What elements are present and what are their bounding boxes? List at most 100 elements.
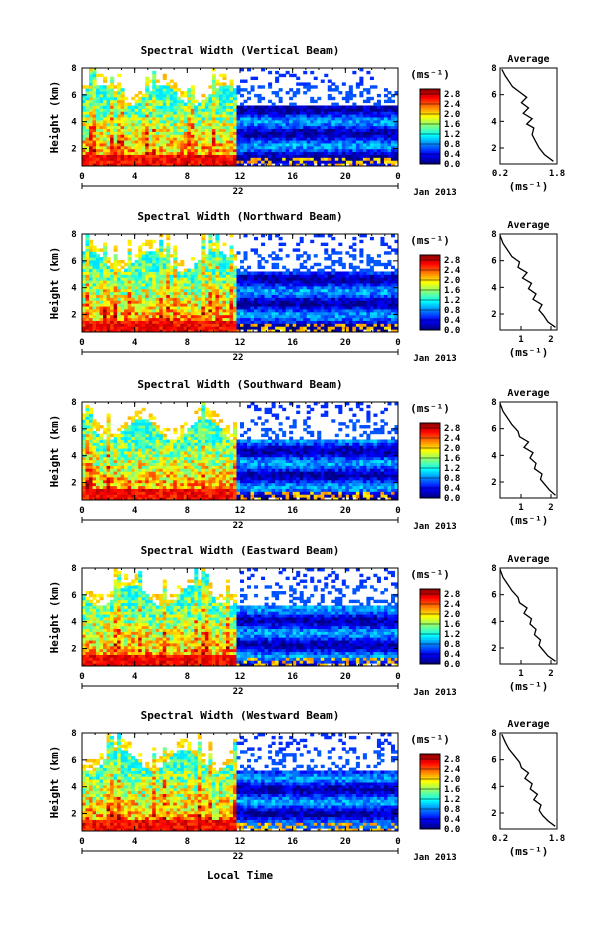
heatmap-cell — [96, 329, 101, 333]
heatmap-cell — [334, 329, 339, 333]
heatmap-cell — [366, 283, 371, 287]
heatmap-cell — [211, 140, 216, 144]
heatmap-cell — [141, 151, 146, 155]
heatmap-cell — [110, 300, 115, 304]
heatmap-cell — [278, 88, 283, 92]
heatmap-cell — [131, 265, 136, 270]
heatmap-cell — [106, 148, 111, 153]
heatmap-cell — [225, 119, 230, 124]
heatmap-cell — [145, 88, 150, 92]
heatmap-cell — [155, 254, 160, 258]
heatmap-cell — [215, 308, 220, 313]
heatmap-cell — [310, 105, 315, 109]
heatmap-cell — [390, 117, 395, 121]
heatmap-cell — [197, 329, 202, 333]
heatmap-cell — [240, 134, 245, 138]
heatmap-cell — [334, 122, 339, 127]
heatmap-cell — [243, 306, 248, 310]
heatmap-cell — [320, 308, 325, 313]
heatmap-cell — [320, 140, 325, 144]
heatmap-cell — [278, 96, 283, 101]
heatmap-cell — [141, 317, 146, 321]
heatmap-cell — [306, 137, 311, 141]
heatmap-cell — [106, 125, 111, 130]
heatmap-cell — [85, 245, 90, 249]
heatmap-cell — [240, 160, 245, 164]
heatmap-cell — [247, 163, 252, 167]
heatmap-cell — [376, 306, 381, 310]
heatmap-cell — [299, 323, 304, 327]
heatmap-cell — [162, 248, 167, 252]
heatmap-cell — [138, 259, 143, 264]
heatmap-cell — [240, 326, 245, 330]
heatmap-cell — [124, 157, 129, 161]
heatmap-cell — [183, 317, 188, 321]
heatmap-cell — [264, 277, 269, 281]
heatmap-cell — [197, 122, 202, 127]
heatmap-cell — [313, 99, 318, 104]
heatmap-cell — [236, 142, 241, 147]
heatmap-cell — [113, 297, 118, 301]
heatmap-cell — [124, 108, 129, 112]
heatmap-cell — [204, 280, 209, 284]
heatmap-cell — [348, 142, 353, 147]
heatmap-cell — [254, 154, 259, 158]
heatmap-cell — [313, 283, 318, 287]
heatmap-cell — [232, 145, 237, 150]
heatmap-cell — [85, 131, 90, 135]
heatmap-cell — [134, 128, 139, 132]
heatmap-cell — [232, 323, 237, 327]
heatmap-cell — [359, 160, 364, 164]
heatmap-cell — [82, 277, 87, 281]
heatmap-cell — [331, 326, 336, 330]
heatmap-cell — [124, 297, 129, 301]
heatmap-cell — [85, 314, 90, 319]
heatmap-cell — [278, 142, 283, 147]
heatmap-cell — [383, 151, 388, 155]
heatmap-cell — [148, 131, 153, 135]
heatmap-cell — [110, 134, 115, 138]
heatmap-cell — [324, 157, 329, 161]
heatmap-cell — [92, 122, 97, 127]
heatmap-cell — [345, 288, 350, 293]
heatmap-cell — [289, 323, 294, 327]
heatmap-cell — [106, 314, 111, 319]
heatmap-cell — [166, 248, 171, 252]
heatmap-cell — [387, 142, 392, 147]
heatmap-cell — [268, 122, 273, 127]
heatmap-cell — [225, 329, 230, 333]
heatmap-cell — [268, 271, 273, 275]
heatmap-cell — [261, 105, 266, 109]
heatmap-cell — [96, 262, 101, 267]
heatmap-cell — [106, 291, 111, 296]
heatmap-cell — [152, 117, 157, 121]
heatmap-cell — [296, 114, 301, 118]
heatmap-cell — [180, 114, 185, 118]
heatmap-cell — [134, 262, 139, 267]
heatmap-cell — [113, 320, 118, 324]
heatmap-cell — [240, 271, 245, 275]
heatmap-cell — [162, 262, 167, 267]
heatmap-cell — [236, 277, 241, 281]
heatmap-cell — [92, 151, 97, 155]
heatmap-cell — [310, 271, 315, 275]
heatmap-cell — [331, 297, 336, 301]
heatmap-cell — [113, 119, 118, 124]
heatmap-cell — [89, 96, 94, 101]
heatmap-cell — [275, 291, 280, 296]
heatmap-cell — [197, 145, 202, 150]
heatmap-cell — [201, 236, 206, 241]
y-tick-label: 2 — [71, 311, 76, 321]
heatmap-cell — [331, 131, 336, 135]
heatmap-cell — [131, 154, 136, 158]
heatmap-cell — [313, 274, 318, 278]
heatmap-cell — [331, 111, 336, 115]
heatmap-cell — [243, 125, 248, 130]
heatmap-cell — [82, 308, 87, 313]
heatmap-cell — [197, 119, 202, 124]
heatmap-cell — [187, 320, 192, 324]
heatmap-cell — [296, 288, 301, 293]
heatmap-cell — [394, 91, 399, 95]
heatmap-cell — [345, 274, 350, 278]
heatmap-cell — [320, 234, 325, 238]
